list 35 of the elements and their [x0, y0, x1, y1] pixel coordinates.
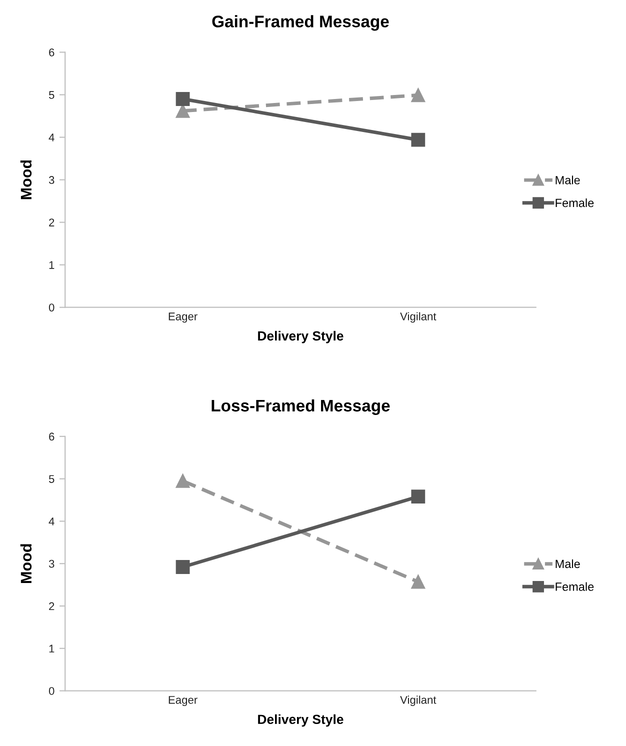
chart-title: Loss-Framed Message — [212, 399, 390, 415]
y-axis-title: Mood — [20, 160, 32, 200]
point — [411, 574, 426, 589]
chart-title: Gain-Framed Message — [212, 15, 389, 31]
y-axis-title: Mood — [20, 544, 32, 583]
legend-label: Female — [556, 198, 594, 208]
y-tick-label: 6 — [49, 432, 54, 441]
point — [176, 560, 190, 574]
x-axis-title: Delivery Style — [258, 714, 344, 727]
y-tick-label: 3 — [48, 560, 54, 568]
y-tick-label: 6 — [49, 48, 54, 56]
x-tick-label: Eager — [168, 696, 198, 706]
y-tick-label: 4 — [48, 134, 54, 142]
y-tick-label: 2 — [49, 218, 54, 226]
point — [411, 132, 426, 147]
point — [176, 92, 190, 106]
legend-label: Female — [556, 582, 594, 591]
point — [176, 474, 190, 488]
point — [411, 490, 426, 504]
point — [411, 88, 426, 102]
legend-label: Male — [556, 176, 580, 184]
y-tick-label: 3 — [48, 176, 54, 184]
x-tick-label: Vigilant — [400, 696, 436, 706]
legend-label: Male — [556, 559, 580, 568]
y-tick-label: 1 — [49, 644, 54, 652]
y-tick-label: 1 — [49, 261, 54, 269]
x-axis-title: Delivery Style — [258, 330, 344, 344]
y-tick-label: 5 — [48, 91, 54, 99]
x-tick-label: Vigilant — [400, 312, 436, 323]
y-tick-label: 4 — [48, 518, 54, 526]
x-tick-label: Eager — [168, 312, 198, 323]
y-tick-label: 0 — [48, 304, 54, 312]
y-tick-label: 5 — [48, 475, 54, 483]
y-tick-label: 0 — [48, 687, 54, 695]
y-tick-label: 2 — [49, 602, 54, 610]
